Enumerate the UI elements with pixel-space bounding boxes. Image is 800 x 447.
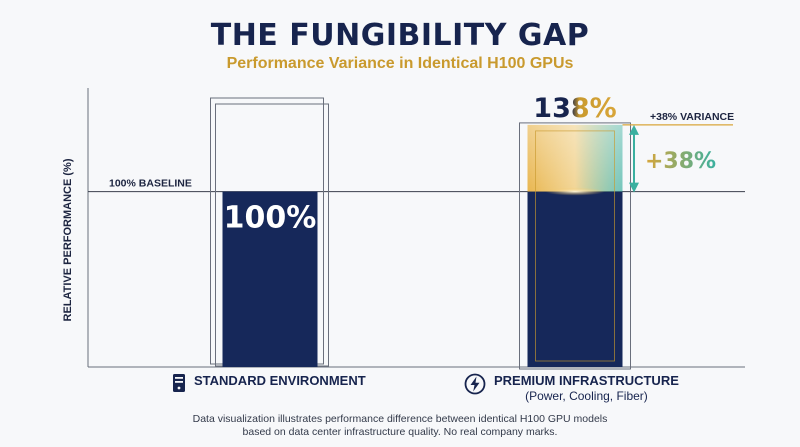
footer-note: Data visualization illustrates performan… [0,413,800,439]
y-axis-label: RELATIVE PERFORMANCE (%) [62,158,74,322]
bar-premium-variance-sheen [527,124,623,192]
chart-subtitle: Performance Variance in Identical H100 G… [226,55,574,72]
data-label-premium: 138% [533,93,616,124]
category-sublabel-premium: (Power, Cooling, Fiber) [525,389,648,403]
category-label-standard: STANDARD ENVIRONMENT [172,372,366,398]
category-name-standard: STANDARD ENVIRONMENT [194,373,366,388]
data-label-standard: 100% [224,201,317,236]
category-name-premium: PREMIUM INFRASTRUCTURE [494,373,679,388]
bar-standard [222,191,318,367]
chart-title: THE FUNGIBILITY GAP [210,18,590,53]
bar-frame-premium-outer [519,122,631,370]
bar-frame-premium-inner [535,130,615,362]
baseline-glow [545,187,605,196]
footer-line-2: based on data center infrastructure qual… [242,426,558,438]
category-label-premium: PREMIUM INFRASTRUCTURE (Power, Cooling, … [464,372,679,404]
baseline-label: 100% BASELINE [109,178,192,190]
lightning-icon [464,373,486,400]
server-icon [172,373,186,398]
footer-line-1: Data visualization illustrates performan… [192,413,608,425]
variance-big-label: +38% [645,149,716,174]
bar-premium-base [527,191,623,367]
variance-label: +38% VARIANCE [650,111,734,123]
